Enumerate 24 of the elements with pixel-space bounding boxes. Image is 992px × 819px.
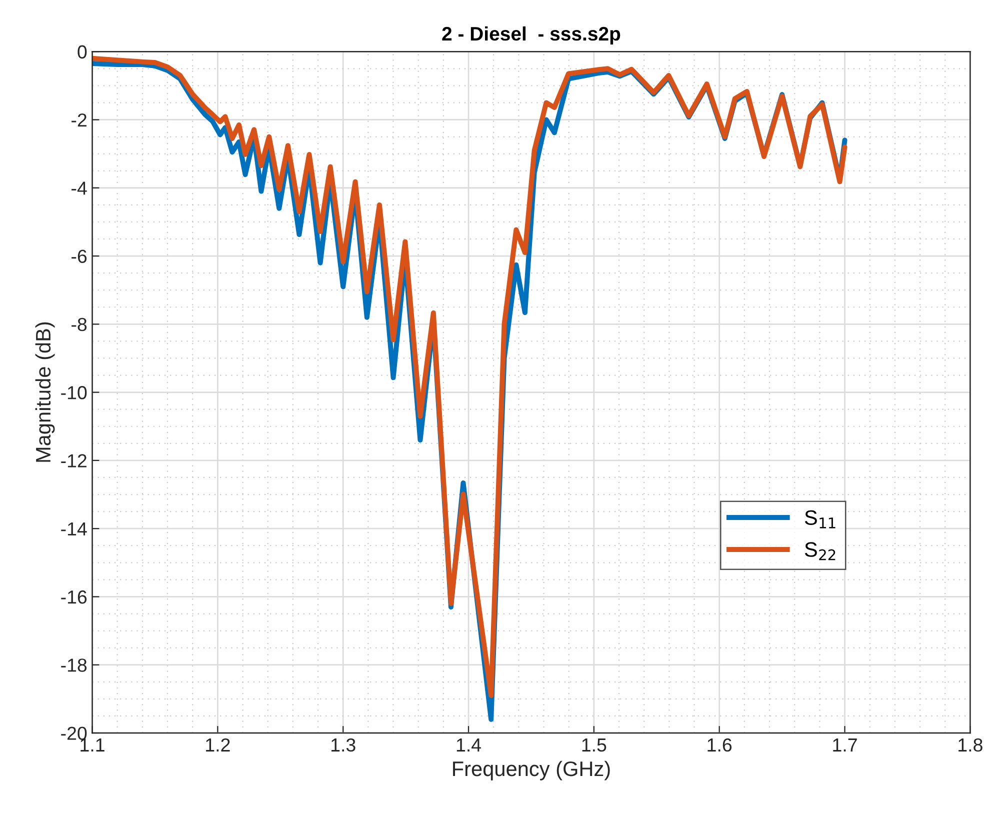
x-tick-label: 1.4 [456,738,481,752]
y-tick-label: 0 [78,45,87,59]
x-tick-label: 1.3 [331,738,356,752]
y-tick-label: -18 [61,658,87,672]
chart-title: 2 - Diesel - sss.s2p [442,26,620,45]
x-axis-title: Frequency (GHz) [453,760,610,780]
x-tick-label: 1.7 [833,738,857,752]
legend-label: S$_{11}$ [804,510,836,528]
y-tick-label: -10 [61,386,87,400]
x-tick-label: 1.6 [708,738,732,752]
y-tick-label: -16 [61,590,87,604]
x-tick-label: 1.5 [582,738,606,752]
x-tick-label: 1.2 [206,738,230,752]
x-tick-label: 1.1 [80,738,104,752]
y-tick-label: -14 [61,522,87,536]
y-tick-label: -20 [61,726,87,740]
y-tick-label: -8 [72,318,87,332]
y-axis-title: Magnitude (dB) [35,322,55,462]
legend-label: S$_{22}$ [804,542,836,560]
y-tick-label: -4 [72,182,87,195]
y-tick-label: -6 [72,250,87,263]
y-tick-label: -12 [61,454,86,468]
x-tick-label: 1.8 [958,738,982,752]
y-tick-label: -2 [72,113,86,127]
